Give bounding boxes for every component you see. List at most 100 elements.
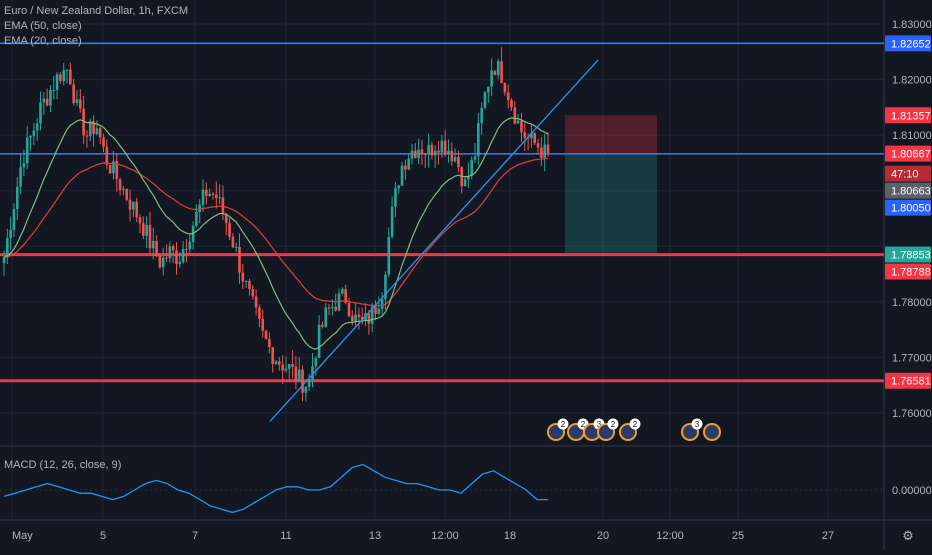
candle-body — [248, 280, 251, 289]
candle-body — [264, 330, 268, 340]
candle-body — [493, 70, 497, 76]
candle-body — [268, 339, 271, 347]
candle-body — [473, 156, 477, 160]
time-tick-label: 27 — [822, 530, 834, 542]
candle-body — [224, 213, 228, 223]
candle-body — [450, 150, 454, 162]
price-tag-label: 1.82652 — [891, 38, 931, 50]
price-tag-label: 1.78853 — [891, 249, 931, 261]
stop-loss-zone — [565, 115, 657, 155]
candle-body — [55, 74, 59, 90]
trendline — [269, 59, 599, 422]
event-count-label: 2 — [561, 420, 566, 429]
candle-body — [45, 98, 49, 106]
event-count-label: 3 — [695, 420, 700, 429]
candle-body — [423, 154, 427, 156]
candle-body — [307, 378, 311, 387]
ema20-legend[interactable]: EMA (20, close) — [4, 35, 82, 47]
candle-body — [540, 147, 543, 158]
candle-body — [261, 318, 265, 331]
candle-body — [344, 289, 347, 303]
settings-gear-icon[interactable]: ⚙ — [902, 528, 914, 543]
candle-body — [278, 361, 281, 365]
macd-line — [3, 463, 548, 514]
candle-body — [148, 225, 152, 249]
price-tags: 1.82652 1.81357 1.80667 47:10 1.80663 1.80050… — [885, 35, 931, 389]
candle-body — [417, 149, 420, 159]
price-tag-bg — [885, 107, 931, 124]
candle-body — [443, 140, 447, 155]
candle-body — [78, 99, 82, 109]
candle-body — [414, 150, 417, 159]
candle-body — [191, 225, 195, 242]
symbol-title[interactable]: Euro / New Zealand Dollar, 1h, FXCM — [4, 5, 189, 17]
candle-body — [125, 188, 129, 200]
candle-body — [135, 201, 138, 218]
candle-body — [447, 150, 450, 155]
candle-body — [546, 144, 550, 154]
candle-body — [35, 123, 39, 131]
candle-body — [25, 137, 29, 164]
candle-body — [374, 306, 377, 314]
price-tag-label: 1.80667 — [891, 149, 931, 161]
time-tick-label: 11 — [280, 530, 291, 542]
candle-body — [510, 99, 513, 108]
candle-body — [42, 98, 46, 103]
price-tick-label: 1.77000 — [892, 352, 932, 364]
candle-body — [228, 222, 231, 237]
candle-body — [52, 89, 56, 91]
event-icon — [703, 423, 721, 441]
candle-body — [75, 99, 79, 104]
candle-body — [384, 274, 387, 300]
macd-label[interactable]: MACD (12, 26, close, 9) — [4, 459, 122, 471]
candle-body — [234, 246, 238, 248]
candle-body — [145, 225, 148, 236]
event-count-label: 2 — [633, 420, 638, 429]
candle-body — [390, 206, 394, 238]
event-count-label: 2 — [611, 420, 616, 429]
candle-body — [105, 146, 109, 165]
candle-body — [410, 150, 414, 159]
price-tag-bg — [885, 263, 931, 280]
candle-body — [294, 366, 298, 382]
candle-body — [440, 140, 444, 153]
candle-body — [457, 157, 460, 168]
candle-body — [536, 143, 540, 148]
candle-body — [341, 289, 344, 294]
candle-body — [201, 189, 205, 205]
price-tag-bg — [885, 165, 931, 182]
candle-body — [29, 135, 32, 138]
candle-body — [122, 188, 125, 190]
candle-body — [9, 229, 12, 239]
price-tick-label: 1.81000 — [892, 130, 932, 142]
candle-body — [317, 324, 321, 359]
price-tick-label: 1.82000 — [892, 75, 932, 87]
candle-body — [238, 246, 241, 273]
candle-body — [311, 366, 314, 379]
candle-body — [297, 369, 301, 382]
candle-body — [321, 324, 324, 327]
ema50-line — [3, 157, 549, 307]
candle-body — [231, 236, 235, 248]
price-tag-bg — [885, 372, 931, 389]
candle-body — [404, 165, 407, 170]
candle-body — [490, 70, 493, 87]
candle-body — [357, 314, 361, 317]
price-tag-label: 1.80663 — [891, 186, 931, 198]
event-count-badge — [607, 418, 619, 430]
time-tick-label: May — [12, 530, 33, 542]
candle-body — [380, 299, 384, 309]
time-tick-label: 12:00 — [431, 530, 459, 542]
event-count-label: 3 — [597, 420, 602, 429]
price-tag-label: 1.81357 — [891, 110, 931, 122]
candle-body — [62, 70, 66, 81]
time-tick-label: 12:00 — [656, 530, 684, 542]
candle-body — [354, 314, 357, 322]
time-tick-label: 25 — [732, 530, 744, 542]
candle-body — [165, 257, 168, 259]
ema50-legend[interactable]: EMA (50, close) — [4, 20, 82, 32]
candle-body — [530, 132, 533, 139]
